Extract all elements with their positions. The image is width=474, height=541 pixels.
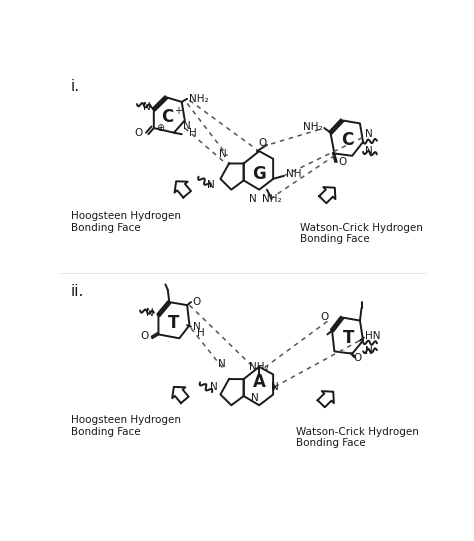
Text: +: + bbox=[174, 106, 182, 116]
Polygon shape bbox=[244, 151, 273, 190]
Text: C: C bbox=[162, 108, 174, 126]
Text: N: N bbox=[365, 146, 373, 156]
Text: N: N bbox=[365, 346, 373, 357]
Text: T: T bbox=[343, 329, 354, 347]
Text: Watson-Crick Hydrogen
Bonding Face: Watson-Crick Hydrogen Bonding Face bbox=[300, 223, 422, 245]
Text: O: O bbox=[321, 313, 329, 322]
Text: N: N bbox=[218, 359, 226, 368]
Text: ii.: ii. bbox=[71, 283, 84, 299]
Text: N: N bbox=[210, 382, 218, 392]
Text: N: N bbox=[183, 121, 191, 131]
Text: NH₂: NH₂ bbox=[249, 362, 269, 372]
Text: N: N bbox=[146, 308, 154, 318]
Text: O: O bbox=[258, 138, 266, 148]
Text: NH₂: NH₂ bbox=[262, 194, 282, 204]
Text: N: N bbox=[251, 393, 258, 403]
Text: H: H bbox=[197, 328, 205, 338]
Text: Hoogsteen Hydrogen
Bonding Face: Hoogsteen Hydrogen Bonding Face bbox=[71, 211, 181, 233]
Text: O: O bbox=[338, 157, 346, 167]
Text: N: N bbox=[219, 149, 227, 159]
Text: Hoogsteen Hydrogen
Bonding Face: Hoogsteen Hydrogen Bonding Face bbox=[71, 415, 181, 437]
Text: C: C bbox=[341, 131, 354, 149]
Text: O: O bbox=[192, 297, 201, 307]
Polygon shape bbox=[172, 387, 189, 403]
Text: NH₂: NH₂ bbox=[190, 94, 209, 104]
Text: ⊕: ⊕ bbox=[156, 123, 164, 133]
Text: O: O bbox=[135, 128, 143, 137]
Text: HN: HN bbox=[365, 331, 381, 341]
Text: NH₂: NH₂ bbox=[303, 122, 323, 131]
Polygon shape bbox=[318, 391, 334, 407]
Polygon shape bbox=[220, 379, 244, 405]
Text: N: N bbox=[249, 194, 257, 204]
Text: NH: NH bbox=[285, 169, 301, 179]
Polygon shape bbox=[174, 181, 191, 197]
Text: N: N bbox=[271, 382, 279, 392]
Polygon shape bbox=[220, 163, 244, 190]
Text: O: O bbox=[354, 353, 362, 362]
Text: T: T bbox=[168, 314, 180, 332]
Text: G: G bbox=[252, 165, 266, 183]
Text: Watson-Crick Hydrogen
Bonding Face: Watson-Crick Hydrogen Bonding Face bbox=[296, 427, 419, 448]
Polygon shape bbox=[244, 367, 273, 405]
Polygon shape bbox=[332, 318, 363, 354]
Text: A: A bbox=[253, 373, 265, 391]
Polygon shape bbox=[319, 187, 336, 203]
Text: O: O bbox=[140, 331, 148, 341]
Text: N: N bbox=[192, 322, 201, 332]
Text: H: H bbox=[189, 128, 196, 137]
Text: N: N bbox=[207, 180, 214, 190]
Polygon shape bbox=[154, 97, 185, 133]
Polygon shape bbox=[330, 120, 363, 156]
Polygon shape bbox=[158, 302, 190, 338]
Text: N: N bbox=[365, 129, 373, 139]
Text: i.: i. bbox=[71, 79, 80, 94]
Text: N: N bbox=[143, 102, 151, 111]
